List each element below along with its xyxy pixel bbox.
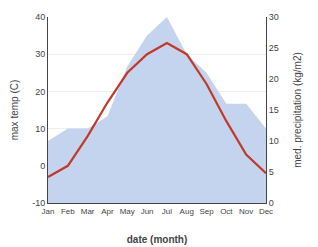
svg-text:Nov: Nov (239, 207, 253, 216)
svg-text:5: 5 (269, 167, 274, 177)
svg-text:date (month): date (month) (127, 234, 188, 245)
svg-text:Dec: Dec (259, 207, 273, 216)
svg-text:0: 0 (40, 161, 45, 171)
svg-text:med. precipitation (kg/m2): med. precipitation (kg/m2) (292, 52, 303, 168)
svg-text:30: 30 (269, 12, 279, 22)
svg-text:Feb: Feb (61, 207, 75, 216)
svg-text:Aug: Aug (180, 207, 194, 216)
svg-text:40: 40 (35, 12, 45, 22)
svg-text:Jul: Jul (162, 207, 172, 216)
svg-text:30: 30 (35, 49, 45, 59)
svg-text:Oct: Oct (220, 207, 233, 216)
svg-text:May: May (120, 207, 135, 216)
svg-text:max temp (C): max temp (C) (9, 80, 20, 141)
svg-text:25: 25 (269, 43, 279, 53)
svg-text:Jan: Jan (42, 207, 55, 216)
svg-text:Mar: Mar (81, 207, 95, 216)
svg-text:Apr: Apr (101, 207, 114, 216)
svg-text:Jun: Jun (141, 207, 154, 216)
svg-text:20: 20 (269, 74, 279, 84)
svg-text:0: 0 (269, 198, 274, 208)
svg-text:20: 20 (35, 87, 45, 97)
svg-text:10: 10 (35, 124, 45, 134)
svg-text:-10: -10 (32, 198, 45, 208)
svg-text:Sep: Sep (199, 207, 214, 216)
svg-text:10: 10 (269, 136, 279, 146)
svg-text:15: 15 (269, 105, 279, 115)
